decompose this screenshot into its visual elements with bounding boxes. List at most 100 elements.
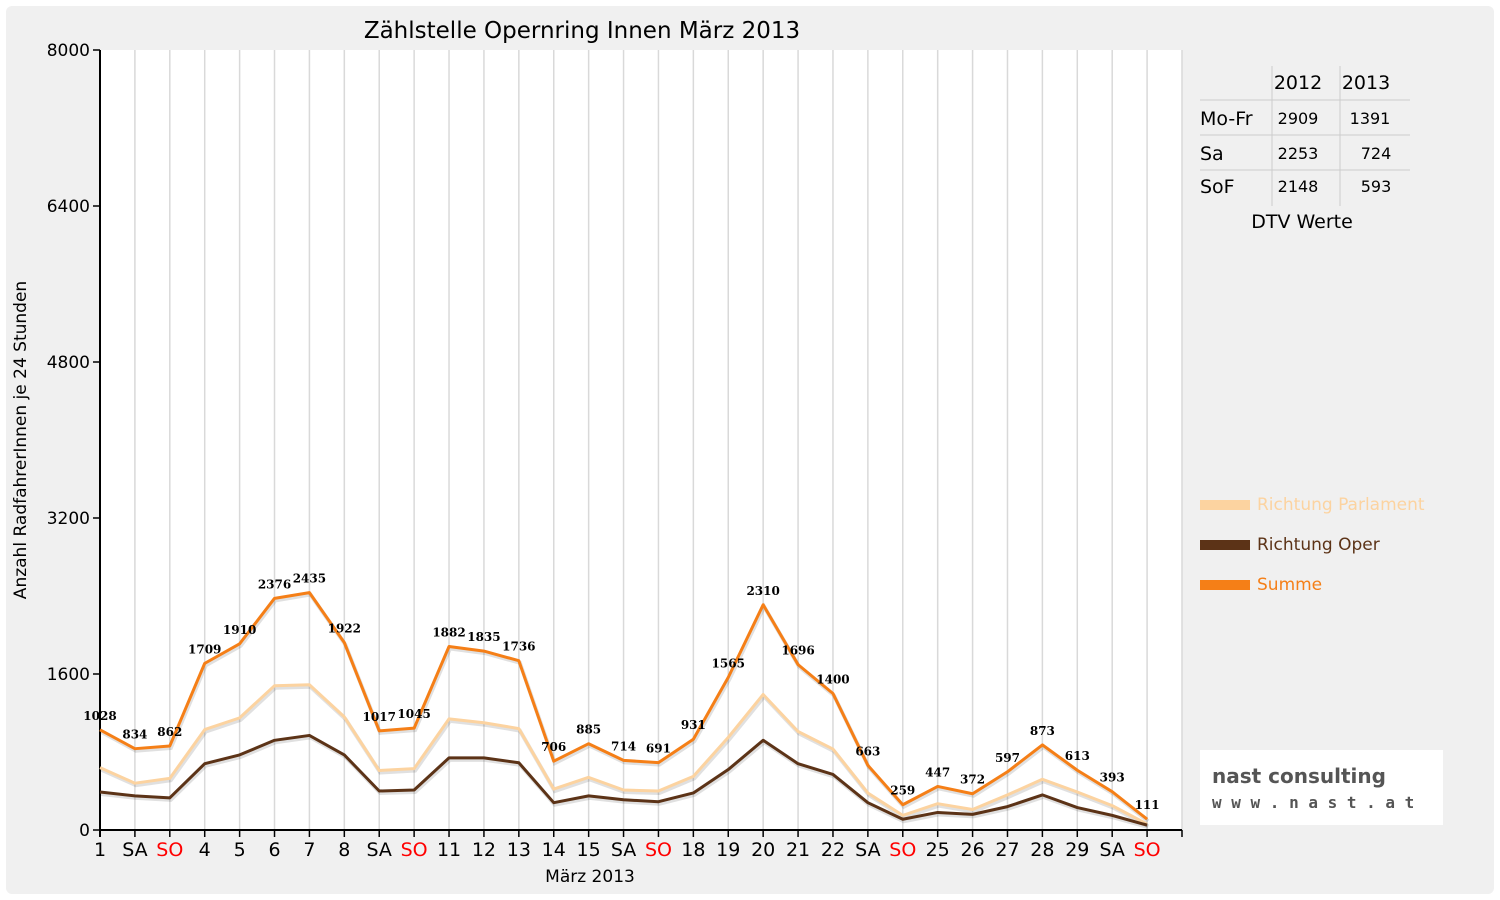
legend-label-oper: Richtung Oper — [1257, 535, 1380, 555]
y-tick-label: 3200 — [47, 509, 90, 529]
dtv-cell: 724 — [1361, 144, 1392, 163]
dtv-row-label: Sa — [1200, 143, 1224, 165]
data-label: 259 — [890, 784, 915, 798]
legend-swatch-oper — [1200, 540, 1250, 550]
data-label: 1709 — [188, 642, 221, 656]
dtv-row-label: Mo-Fr — [1200, 108, 1253, 130]
x-tick-label: 5 — [234, 839, 246, 861]
x-tick-label: 8 — [338, 839, 350, 861]
x-tick-label: SA — [122, 839, 147, 861]
data-label: 1045 — [397, 707, 430, 721]
x-tick-label: 25 — [926, 839, 950, 861]
data-label: 1696 — [781, 644, 814, 658]
series-line-oper — [99, 733, 1148, 827]
x-tick-label: SO — [1134, 839, 1161, 861]
dtv-cell: 2253 — [1278, 144, 1319, 163]
data-label: 931 — [681, 718, 706, 732]
dtv-row-label: SoF — [1200, 176, 1235, 198]
data-label: 1736 — [502, 640, 535, 654]
data-label: 1922 — [328, 622, 361, 636]
dtv-caption: DTV Werte — [1251, 211, 1353, 233]
x-tick-label: 26 — [960, 839, 984, 861]
dtv-cell: 2148 — [1278, 177, 1319, 196]
data-label: 1835 — [467, 630, 500, 644]
data-label: 1910 — [223, 623, 256, 637]
x-tick-label: 22 — [821, 839, 845, 861]
x-tick-label: SO — [889, 839, 916, 861]
x-tick-label: 14 — [542, 839, 566, 861]
x-tick-label: SA — [611, 839, 636, 861]
x-tick-label: 1 — [94, 839, 106, 861]
x-tick-label: 27 — [995, 839, 1019, 861]
y-tick-label: 8000 — [47, 41, 90, 61]
x-tick-label: 20 — [751, 839, 775, 861]
x-tick-label: 28 — [1030, 839, 1054, 861]
x-tick-label: 19 — [716, 839, 740, 861]
data-label: 834 — [122, 728, 147, 742]
data-label: 1400 — [816, 673, 849, 687]
y-tick-label: 1600 — [47, 665, 90, 685]
x-tick-label: 29 — [1065, 839, 1089, 861]
legend-label-parlament: Richtung Parlament — [1257, 495, 1425, 515]
data-label: 111 — [1135, 798, 1160, 812]
logo-text: nast consulting — [1212, 764, 1386, 788]
x-tick-label: 18 — [681, 839, 705, 861]
series-line-parlament — [99, 683, 1148, 826]
data-label: 862 — [157, 725, 182, 739]
dtv-header-2013: 2013 — [1342, 72, 1390, 94]
dtv-cell: 1391 — [1350, 109, 1391, 128]
nast-consulting-logo: nast consulting w w w . n a s t . a t — [1200, 750, 1443, 825]
data-label: 873 — [1030, 724, 1055, 738]
grid — [134, 50, 1183, 830]
x-tick-label: 4 — [199, 839, 211, 861]
x-tick-label: 13 — [507, 839, 531, 861]
data-label: 663 — [855, 744, 880, 758]
data-label: 2310 — [746, 584, 779, 598]
series-line-parlament-shadow — [100, 684, 1150, 828]
data-label: 393 — [1100, 771, 1125, 785]
y-tick-label: 6400 — [47, 197, 90, 217]
data-label: 597 — [995, 751, 1020, 765]
y-axis-label: Anzahl RadfahrerInnen je 24 Stunden — [11, 281, 31, 599]
logo-url: w w w . n a s t . a t — [1212, 793, 1414, 812]
dtv-cell: 593 — [1361, 177, 1392, 196]
x-tick-label: SA — [855, 839, 880, 861]
data-label: 447 — [925, 765, 950, 779]
x-tick-label: SO — [645, 839, 672, 861]
series-line-oper-shadow — [100, 735, 1149, 830]
data-label: 2435 — [293, 572, 326, 586]
x-tick-label: 11 — [437, 839, 461, 861]
data-label: 1017 — [363, 710, 396, 724]
legend-swatch-parlament — [1200, 500, 1250, 510]
x-tick-label: SA — [1099, 839, 1124, 861]
dtv-header-2012: 2012 — [1274, 72, 1322, 94]
data-label: 1882 — [432, 626, 465, 640]
legend: Richtung Parlament Richtung Oper Summe — [1200, 495, 1425, 595]
x-tick-label: SO — [401, 839, 428, 861]
data-label: 1028 — [83, 709, 116, 723]
data-label: 714 — [611, 739, 636, 753]
data-label: 706 — [541, 740, 566, 754]
series-line-summe-shadow — [100, 592, 1150, 823]
y-tick-label: 0 — [79, 821, 90, 841]
data-label: 2376 — [258, 577, 291, 591]
y-tick-label: 4800 — [47, 353, 90, 373]
legend-swatch-summe — [1200, 580, 1250, 590]
dtv-cell: 2909 — [1278, 109, 1319, 128]
x-tick-label: 21 — [786, 839, 810, 861]
chart-title: Zählstelle Opernring Innen März 2013 — [364, 18, 800, 44]
x-tick-label: SA — [367, 839, 392, 861]
series-lines — [99, 591, 1150, 830]
x-tick-label: 12 — [472, 839, 496, 861]
x-tick-label: 15 — [577, 839, 601, 861]
data-label: 885 — [576, 723, 601, 737]
x-tick-label: SO — [156, 839, 183, 861]
series-line-summe — [99, 591, 1149, 821]
data-label: 1565 — [712, 656, 745, 670]
x-tick-label: 6 — [268, 839, 280, 861]
x-axis-label: März 2013 — [545, 867, 635, 887]
data-label: 691 — [646, 742, 671, 756]
legend-label-summe: Summe — [1257, 575, 1322, 595]
